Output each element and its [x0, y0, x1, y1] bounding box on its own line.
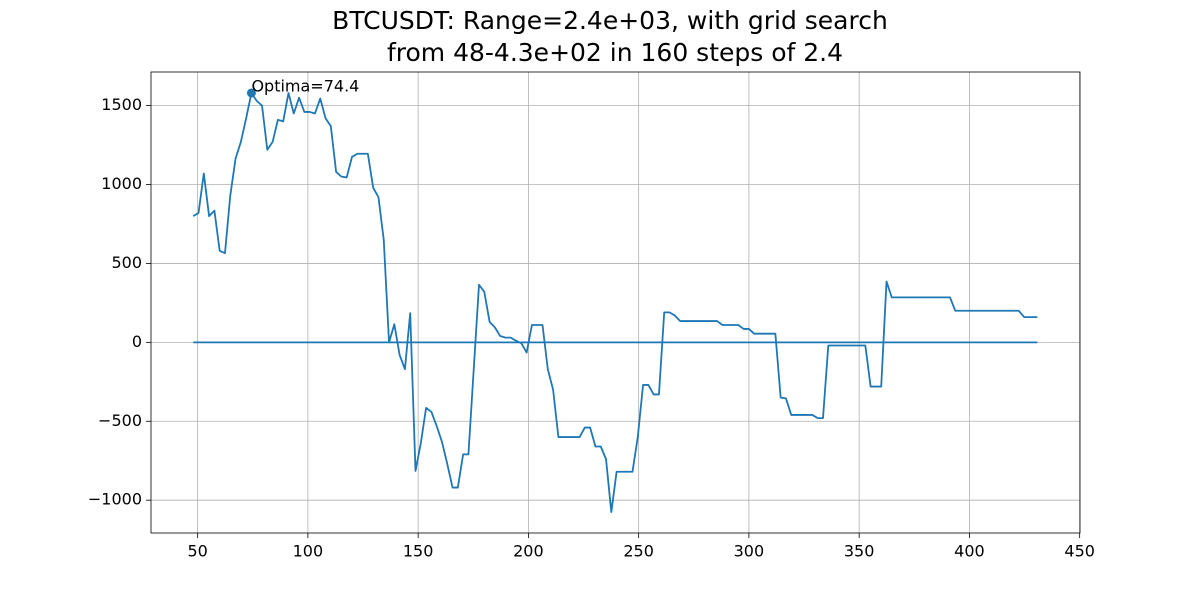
- y-tick-label: −1000: [88, 490, 142, 509]
- plot-frame: [150, 71, 1081, 534]
- y-tick-label: −500: [98, 411, 142, 430]
- y-tick-label: 500: [111, 253, 142, 272]
- x-tick-label: 150: [403, 542, 434, 561]
- x-tick-label: 300: [734, 542, 765, 561]
- x-tick-label: 450: [1064, 542, 1095, 561]
- y-tick-label: 0: [132, 332, 142, 351]
- y-tick-label: 1000: [101, 174, 142, 193]
- x-tick-label: 250: [623, 542, 654, 561]
- x-tick-label: 100: [293, 542, 324, 561]
- optima-label: Optima=74.4: [251, 76, 359, 95]
- y-tick-label: 1500: [101, 95, 142, 114]
- optima-marker: [246, 88, 256, 98]
- data-line: [192, 92, 1038, 513]
- x-tick-label: 200: [513, 542, 544, 561]
- x-tick-label: 400: [954, 542, 985, 561]
- x-tick-label: 50: [187, 542, 207, 561]
- x-tick-label: 350: [844, 542, 875, 561]
- chart-title: from 48-4.3e+02 in 160 steps of 2.4: [387, 38, 843, 67]
- chart-title: BTCUSDT: Range=2.4e+03, with grid search: [332, 6, 888, 35]
